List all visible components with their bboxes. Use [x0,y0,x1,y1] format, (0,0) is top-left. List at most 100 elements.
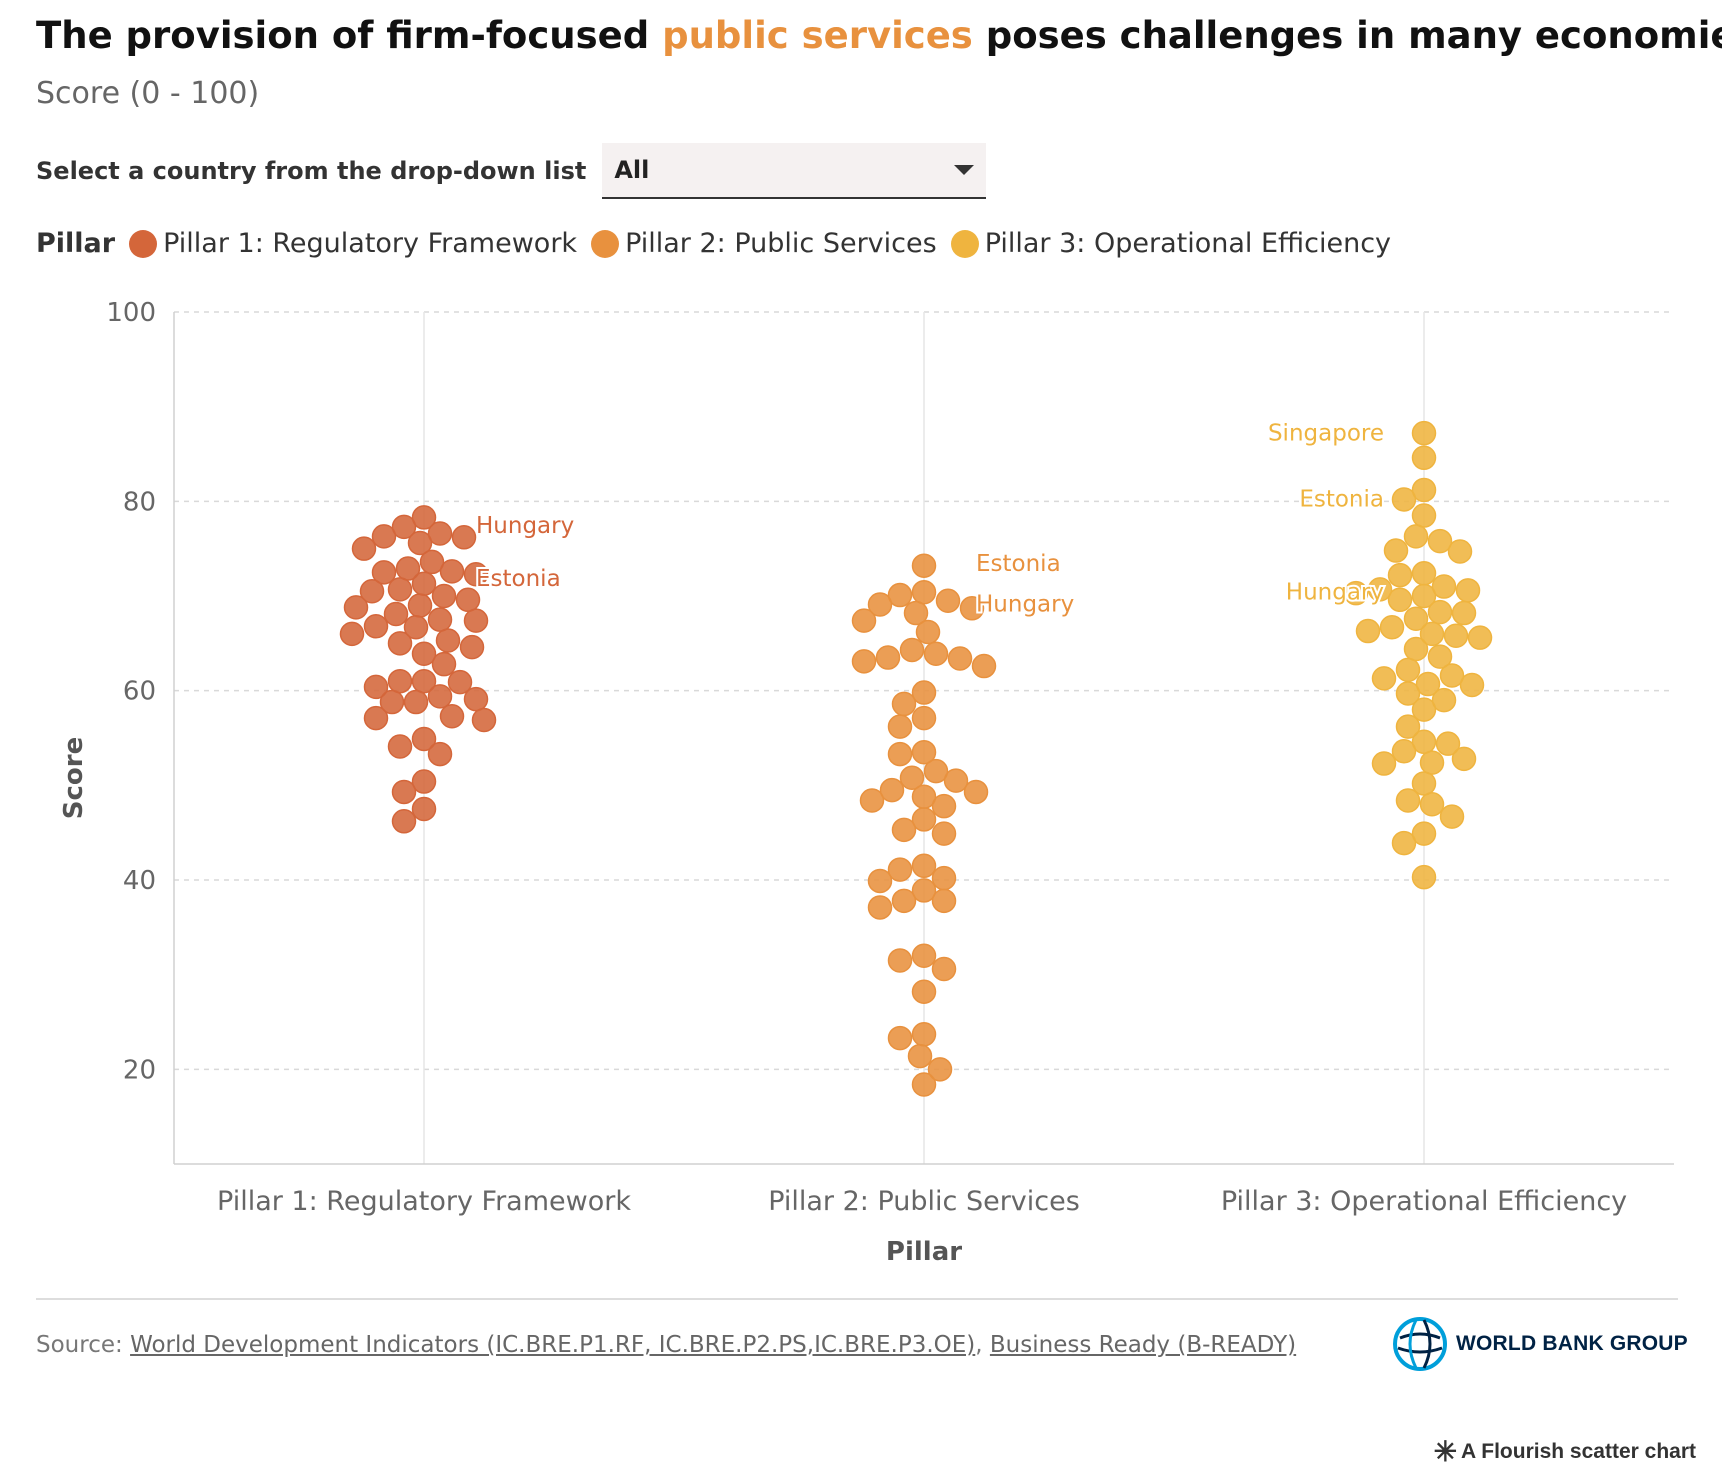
data-point [931,793,957,819]
data-point [891,817,917,843]
data-point [463,608,489,633]
data-point [1467,625,1493,650]
data-point [1371,751,1397,776]
data-point [1431,687,1457,713]
data-point [419,549,445,575]
data-point [411,571,437,596]
data-point [1355,618,1381,644]
title-part-2: poses challenges in many economies [972,14,1722,57]
data-point [1395,714,1421,739]
data-point [1343,580,1369,606]
data-point [463,686,489,712]
data-point [887,948,913,973]
data-point [911,739,937,765]
data-point [427,607,453,632]
chart-subtitle: Score (0 - 100) [36,76,260,111]
data-point [383,601,409,627]
country-dropdown[interactable]: All [602,143,987,199]
data-point [1391,487,1417,512]
data-point [1451,600,1477,626]
data-point [407,593,433,618]
filter-label: Select a country from the drop-down list [36,157,587,185]
data-point [931,821,957,846]
x-tick-label: Pillar 3: Operational Efficiency [1221,1186,1627,1217]
data-point [1379,614,1405,640]
data-point [931,888,957,914]
flourish-credit[interactable]: ✳ A Flourish scatter chart [1434,1438,1696,1466]
data-point [911,979,937,1004]
data-point [439,703,465,729]
y-axis-title: Score [59,737,89,819]
x-tick-label: Pillar 1: Regulatory Framework [217,1186,631,1217]
data-point [343,595,369,620]
data-point [867,592,893,617]
data-point [403,689,429,715]
data-point [931,956,957,982]
data-point [359,579,385,604]
data-point [1391,830,1417,856]
legend-label-pillar-3: Pillar 3: Operational Efficiency [984,228,1392,259]
legend-item-pillar-1[interactable]: Pillar 1: Regulatory Framework [129,228,577,259]
y-tick-label: 80 [123,487,156,517]
data-point [471,707,497,733]
data-point [911,553,937,578]
data-point [851,649,877,674]
y-tick-label: 100 [106,298,156,328]
data-point [1411,864,1437,890]
data-point [1395,657,1421,683]
data-point [431,651,457,677]
data-point [923,758,949,784]
data-point [1455,578,1481,603]
data-point [911,1072,937,1097]
data-point [1391,739,1417,764]
data-point [463,561,489,587]
data-point [351,536,377,561]
data-point [1451,746,1477,772]
data-point [371,560,397,585]
data-point [1447,539,1473,564]
data-point [391,514,417,540]
point-label: Estonia [1299,487,1384,513]
source-prefix: Source: [36,1332,131,1358]
data-point [407,530,433,556]
data-point [911,680,937,705]
data-point [1411,503,1437,528]
x-axis-title: Pillar [886,1237,962,1267]
legend-label-pillar-1: Pillar 1: Regulatory Framework [163,228,578,259]
data-point [447,669,473,695]
data-point [1419,621,1445,647]
data-point [1411,477,1437,503]
source-link-wdi[interactable]: World Development Indicators (IC.BRE.P1.… [130,1332,976,1358]
data-point [931,865,957,891]
data-point [1419,750,1445,775]
data-point [1395,788,1421,813]
data-point [1387,587,1413,613]
data-point [887,714,913,739]
data-point [1459,672,1485,698]
data-point [915,619,941,645]
data-point [887,741,913,767]
data-point [1403,606,1429,631]
data-point [911,853,937,879]
point-label: Estonia [976,551,1061,577]
data-point [387,668,413,694]
data-point [1439,804,1465,829]
data-point [935,588,961,613]
data-point [387,734,413,759]
source-link-bready[interactable]: Business Ready (B-READY) [989,1332,1297,1358]
data-point [1411,729,1437,755]
legend-item-pillar-2[interactable]: Pillar 2: Public Services [591,228,937,259]
footer-divider [36,1298,1678,1300]
data-point [427,741,453,767]
data-point [1439,663,1465,688]
world-bank-logo[interactable]: WORLD BANK GROUP [1392,1316,1688,1372]
legend-swatch-pillar-2 [591,229,620,258]
data-point [1431,574,1457,599]
data-point [387,631,413,656]
data-point [1403,636,1429,662]
data-point [1427,528,1453,554]
legend-item-pillar-3[interactable]: Pillar 3: Operational Efficiency [950,228,1392,259]
data-point [887,1025,913,1051]
data-point [859,788,885,813]
logo-text: WORLD BANK GROUP [1456,1332,1688,1355]
